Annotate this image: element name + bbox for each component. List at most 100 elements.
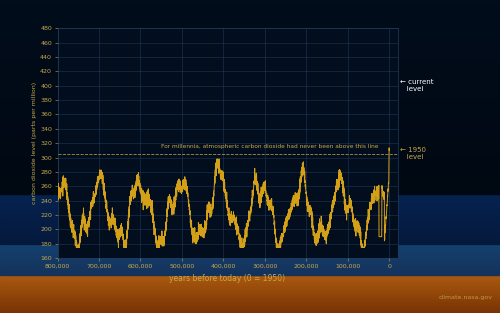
Bar: [0, 249, 500, 250]
Bar: [0, 142, 500, 144]
Bar: [0, 75, 500, 77]
Bar: [0, 58, 500, 59]
Bar: [0, 74, 500, 75]
Bar: [0, 183, 500, 185]
Bar: [0, 113, 500, 114]
Bar: [0, 174, 500, 175]
Bar: [0, 294, 500, 296]
Bar: [0, 28, 500, 30]
Bar: [0, 288, 500, 290]
Bar: [0, 161, 500, 163]
Text: climate.nasa.gov: climate.nasa.gov: [438, 295, 492, 300]
Bar: [0, 138, 500, 139]
Bar: [0, 169, 500, 171]
Bar: [0, 86, 500, 88]
Bar: [0, 95, 500, 97]
Bar: [0, 78, 500, 80]
Bar: [0, 277, 500, 279]
Bar: [0, 61, 500, 63]
Bar: [0, 31, 500, 33]
Bar: [0, 233, 500, 235]
Bar: [0, 94, 500, 95]
Bar: [0, 261, 500, 263]
Bar: [0, 246, 500, 247]
Bar: [0, 155, 500, 156]
Bar: [0, 282, 500, 283]
Bar: [0, 83, 500, 85]
Bar: [0, 144, 500, 146]
Bar: [0, 116, 500, 117]
Bar: [0, 185, 500, 186]
Bar: [0, 311, 500, 313]
Bar: [0, 238, 500, 239]
Bar: [0, 160, 500, 161]
Bar: [0, 163, 500, 164]
Bar: [0, 189, 500, 191]
Bar: [0, 108, 500, 110]
Bar: [0, 286, 500, 288]
Bar: [0, 264, 500, 266]
Bar: [0, 114, 500, 116]
Bar: [0, 285, 500, 286]
Bar: [0, 91, 500, 92]
Text: ← current
   level: ← current level: [400, 79, 434, 92]
Bar: [0, 89, 500, 91]
Bar: [0, 11, 500, 13]
Bar: [0, 291, 500, 293]
Bar: [0, 222, 500, 224]
Bar: [0, 111, 500, 113]
Bar: [0, 17, 500, 19]
Bar: [0, 85, 500, 86]
Bar: [0, 105, 500, 106]
Bar: [0, 45, 500, 47]
Bar: [0, 127, 500, 128]
Bar: [0, 133, 500, 135]
Bar: [0, 175, 500, 177]
Bar: [0, 39, 500, 41]
Bar: [0, 252, 500, 254]
Bar: [0, 59, 500, 61]
Bar: [0, 131, 500, 133]
Bar: [0, 47, 500, 49]
Bar: [0, 64, 500, 66]
Bar: [0, 260, 500, 261]
Bar: [0, 274, 500, 275]
Bar: [0, 19, 500, 20]
Bar: [0, 186, 500, 188]
Bar: [0, 167, 500, 169]
Bar: [0, 50, 500, 52]
Bar: [0, 9, 500, 11]
Bar: [0, 36, 500, 38]
Bar: [0, 203, 500, 205]
Bar: [0, 33, 500, 34]
Bar: [0, 171, 500, 172]
Bar: [0, 202, 500, 203]
Bar: [0, 308, 500, 310]
Y-axis label: carbon dioxide level (parts per million): carbon dioxide level (parts per million): [32, 82, 38, 204]
Bar: [0, 239, 500, 241]
Bar: [0, 297, 500, 299]
Bar: [0, 199, 500, 200]
Bar: [0, 156, 500, 158]
Bar: [0, 182, 500, 183]
Bar: [0, 247, 500, 249]
Bar: [0, 2, 500, 3]
Bar: [0, 72, 500, 74]
Bar: [0, 197, 500, 199]
Bar: [0, 180, 500, 182]
Bar: [0, 3, 500, 5]
Bar: [0, 88, 500, 89]
Bar: [0, 216, 500, 218]
Bar: [0, 70, 500, 72]
Bar: [0, 257, 500, 258]
Bar: [0, 211, 500, 213]
Bar: [0, 63, 500, 64]
Bar: [0, 224, 500, 225]
Bar: [0, 258, 500, 260]
Bar: [0, 255, 500, 257]
Bar: [0, 191, 500, 192]
Bar: [0, 119, 500, 121]
Bar: [0, 44, 500, 45]
Bar: [0, 69, 500, 70]
Bar: [0, 279, 500, 280]
